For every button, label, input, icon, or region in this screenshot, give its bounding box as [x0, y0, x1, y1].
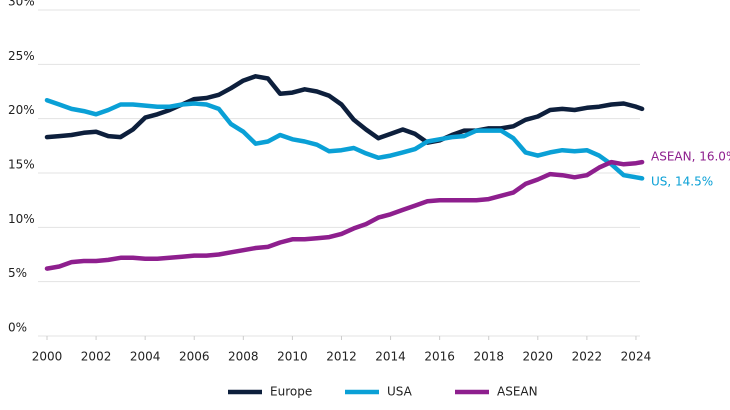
x-tick-label: 2022 — [572, 350, 603, 364]
x-tick-label: 2018 — [473, 350, 504, 364]
series-line — [44, 97, 645, 181]
series-line — [44, 159, 645, 271]
annotation: US, 14.5% — [651, 175, 713, 189]
legend-label: USA — [387, 385, 413, 399]
y-tick-label: 5% — [8, 266, 27, 280]
x-tick-label: 2000 — [32, 350, 63, 364]
y-tick-label: 30% — [8, 0, 35, 9]
x-tick-label: 2020 — [523, 350, 554, 364]
x-tick-label: 2024 — [621, 350, 652, 364]
x-tick-label: 2014 — [375, 350, 406, 364]
y-tick-label: 20% — [8, 103, 35, 117]
legend-label: ASEAN — [497, 385, 538, 399]
annotation: ASEAN, 16.0% — [651, 150, 730, 164]
x-tick-label: 2004 — [130, 350, 161, 364]
x-tick-label: 2008 — [228, 350, 259, 364]
x-tick-label: 2006 — [179, 350, 210, 364]
y-tick-label: 10% — [8, 212, 35, 226]
x-tick-label: 2002 — [81, 350, 112, 364]
y-tick-label: 0% — [8, 321, 27, 335]
x-tick-label: 2010 — [277, 350, 308, 364]
y-tick-label: 25% — [8, 49, 35, 63]
y-tick-label: 15% — [8, 158, 35, 172]
series-line — [44, 74, 645, 145]
x-tick-label: 2012 — [326, 350, 357, 364]
legend-label: Europe — [270, 385, 312, 399]
x-tick-label: 2016 — [424, 350, 455, 364]
